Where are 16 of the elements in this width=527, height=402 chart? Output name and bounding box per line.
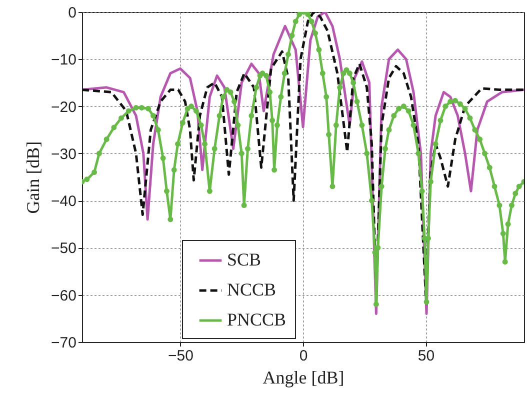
legend-label: SCB [227, 250, 262, 270]
y-tick-label: −50 [51, 240, 76, 258]
x-axis-title: Angle [dB] [262, 368, 344, 388]
y-tick-label: −20 [51, 98, 76, 116]
y-tick-label: −40 [51, 193, 76, 210]
y-tick-label: −60 [51, 287, 76, 304]
y-tick-label: −10 [51, 52, 76, 69]
y-tick-label: −70 [51, 334, 76, 352]
legend-label: NCCB [227, 280, 276, 300]
y-tick-label: −30 [51, 146, 76, 163]
legend-label: PNCCB [227, 310, 286, 330]
x-tick-label: −50 [168, 348, 194, 364]
y-tick-label: 0 [68, 4, 76, 22]
x-tick-label: 0 [299, 348, 308, 364]
x-tick-label: 50 [418, 348, 435, 364]
y-axis-title: Gain [dB] [23, 141, 44, 214]
